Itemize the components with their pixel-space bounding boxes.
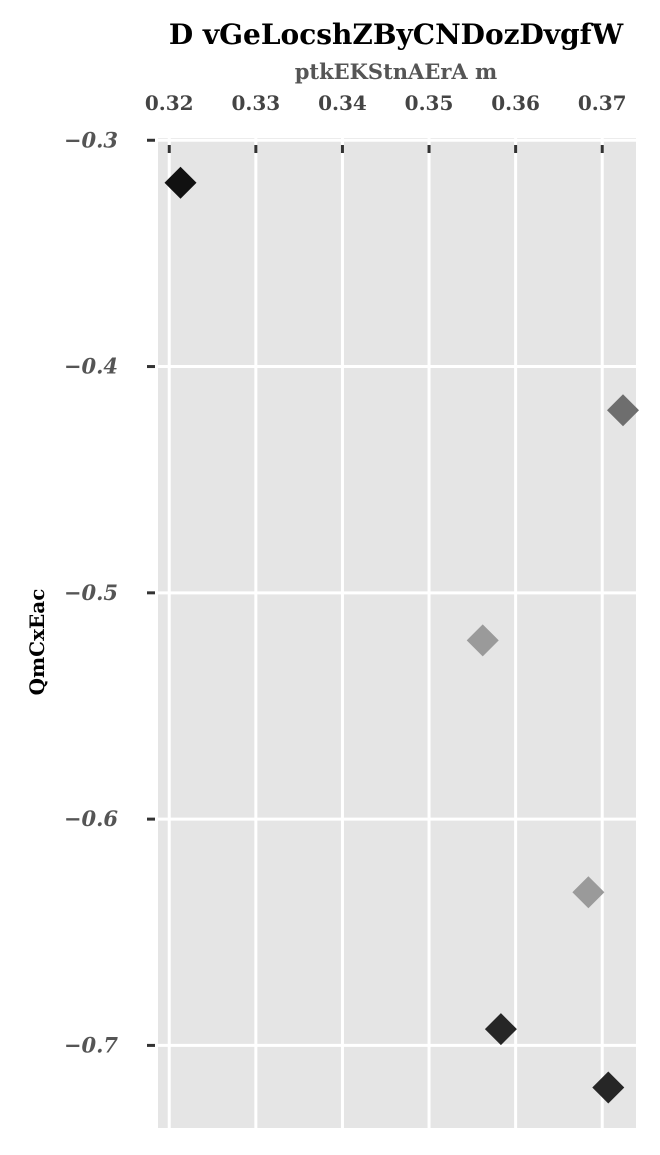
- axis-ticks: 0.32 0.33 0.34 0.35 0.36 0.37 −0.3 −0.4 −0.5 −0.6…: [64, 91, 627, 1057]
- x-tick-label: 0.37: [578, 91, 627, 115]
- data-point: [164, 166, 197, 199]
- x-tick-label: 0.33: [231, 91, 280, 115]
- y-tick-label: −0.4: [64, 354, 118, 379]
- y-tick-label: −0.3: [64, 127, 118, 152]
- data-point: [572, 876, 605, 909]
- x-tick-label: 0.32: [145, 91, 194, 115]
- data-points: [164, 166, 640, 1104]
- y-tick-label: −0.5: [64, 580, 118, 605]
- data-point: [466, 624, 499, 657]
- grid-lines: [158, 138, 636, 1128]
- data-point: [607, 394, 640, 427]
- y-tick-label: −0.6: [64, 806, 119, 831]
- x-axis-label: ptkEKStnAErA m: [295, 59, 498, 84]
- y-axis-label: QmCxEac: [25, 589, 49, 696]
- x-tick-label: 0.36: [491, 91, 540, 115]
- plot-background: [158, 138, 636, 1128]
- y-tick-label: −0.7: [64, 1032, 119, 1057]
- data-point: [484, 1013, 517, 1046]
- x-tick-label: 0.34: [318, 91, 367, 115]
- chart-title: D vGeLocshZByCNDozDvgfW: [169, 18, 624, 51]
- x-tick-label: 0.35: [405, 91, 454, 115]
- data-point: [592, 1071, 625, 1104]
